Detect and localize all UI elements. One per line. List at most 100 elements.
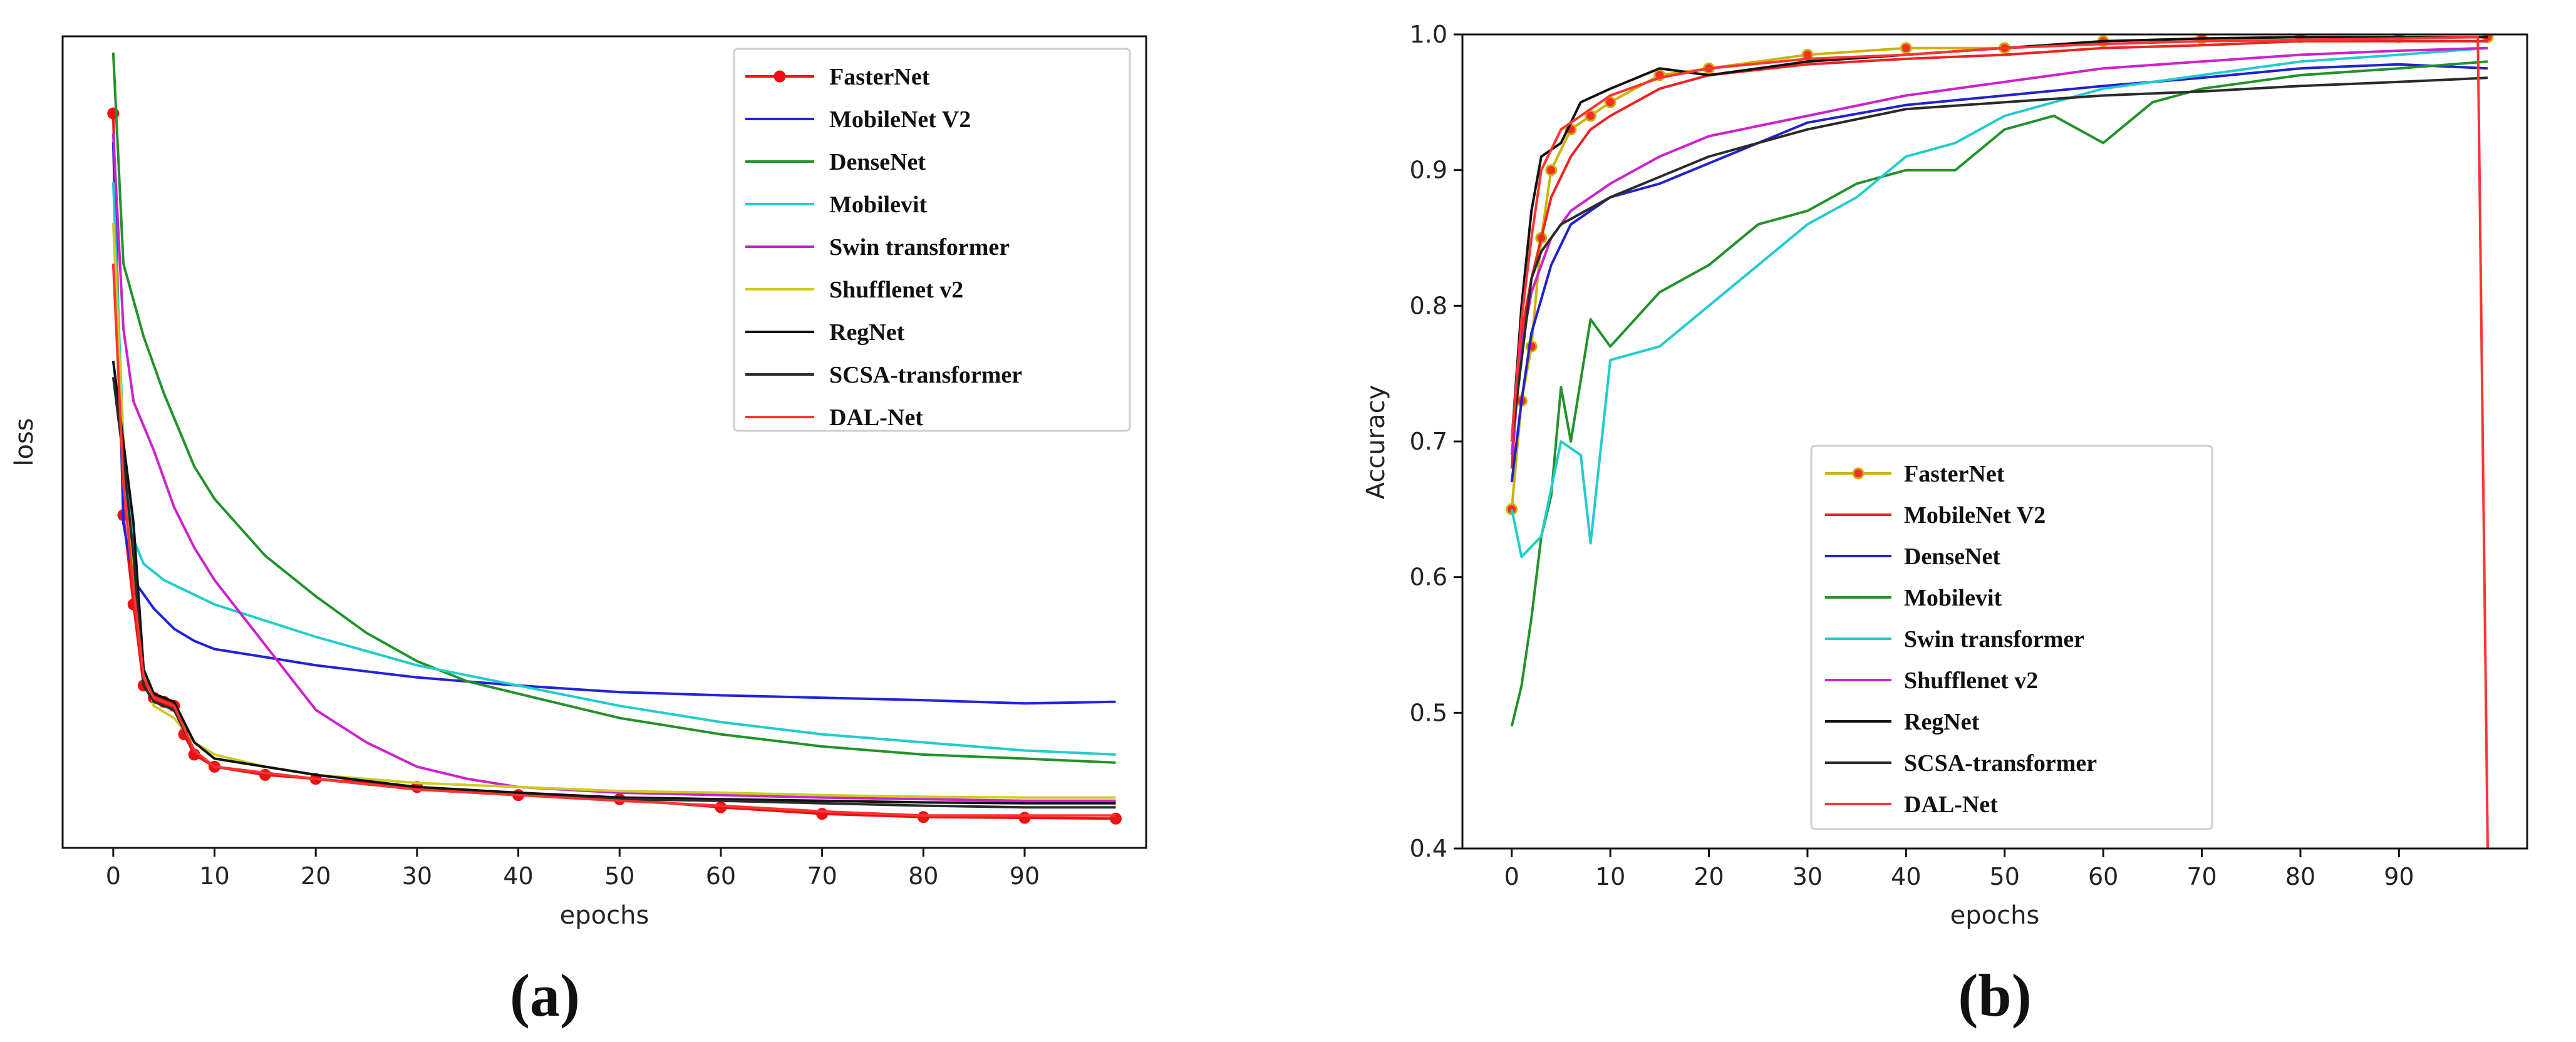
accuracy-x-tick-label: 30 [1792, 863, 1823, 890]
accuracy-x-tick-label: 60 [2088, 863, 2118, 890]
accuracy-series-shufflenet-v2 [1510, 46, 2488, 455]
loss-legend-label: SCSA-transformer [829, 362, 1022, 388]
accuracy-y-tick-label: 0.9 [1410, 157, 1447, 184]
accuracy-chart-x-axis-label: epochs [1950, 901, 2040, 930]
loss-series-line-swin-transformer [111, 133, 1116, 802]
accuracy-chart-y-ticks: 0.4 0.5 0.6 0.7 0.8 0.9 1.0 [1410, 21, 1462, 862]
accuracy-chart-y-axis-label: Accuracy [1362, 385, 1390, 500]
accuracy-chart-series-group [1506, 34, 2494, 849]
loss-chart-y-axis-label: loss [10, 418, 39, 466]
accuracy-legend-label: RegNet [1904, 709, 1980, 735]
panel-b-label: (b) [1958, 962, 2031, 1029]
accuracy-legend-label: Shufflenet v2 [1904, 668, 2038, 694]
accuracy-legend-entry-regnet: RegNet [1825, 709, 1980, 735]
loss-chart-x-axis-label: epochs [560, 901, 649, 930]
loss-legend-entry-densenet: DenseNet [745, 149, 926, 175]
loss-legend-label: Swin transformer [829, 234, 1010, 260]
loss-marker-fasternet [917, 811, 929, 823]
loss-x-tick-label: 10 [199, 862, 229, 890]
loss-x-tick-label: 0 [106, 862, 121, 890]
accuracy-legend-entry-mobilenet-v2: MobileNet V2 [1825, 502, 2046, 529]
accuracy-legend-entry-mobilevit: Mobilevit [1825, 585, 2002, 611]
loss-legend-label: DAL-Net [829, 405, 923, 431]
accuracy-marker-fasternet [1585, 110, 1597, 122]
accuracy-legend-entry-dal-net: DAL-Net [1825, 792, 1998, 818]
loss-series-densenet [111, 52, 1116, 764]
accuracy-series-line-shufflenet-v2 [1510, 46, 2488, 455]
panel-a-label: (a) [510, 962, 580, 1029]
accuracy-x-tick-label: 40 [1891, 863, 1921, 890]
loss-chart-legend: FasterNet MobileNet V2 DenseNet Mobilevit Sw… [733, 48, 1131, 432]
accuracy-legend-entry-fasternet: FasterNet [1825, 461, 2005, 487]
loss-legend-entry-regnet: RegNet [745, 319, 905, 346]
accuracy-legend-label: MobileNet V2 [1904, 502, 2046, 529]
accuracy-legend-entry-densenet: DenseNet [1825, 544, 2000, 570]
loss-x-tick-label: 50 [604, 862, 634, 890]
accuracy-x-tick-label: 70 [2186, 863, 2216, 890]
loss-legend-entry-shufflenet-v2: Shufflenet v2 [745, 277, 963, 303]
loss-legend-label: RegNet [829, 319, 905, 346]
accuracy-y-tick-label: 0.7 [1410, 428, 1447, 455]
accuracy-series-line-dal-net [1510, 36, 2489, 849]
accuracy-legend-entry-swin-transformer: Swin transformer [1825, 626, 2084, 653]
loss-chart-frame [61, 35, 1147, 849]
accuracy-legend-box [1810, 445, 2213, 830]
accuracy-chart-panel: 0 10 20 30 40 50 60 70 80 90 0.4 0.5 0.6 0.7 0.8 0.9 1.… [1362, 21, 2528, 1029]
accuracy-y-tick-label: 0.6 [1410, 564, 1447, 591]
loss-series-mobilenet-v2 [111, 142, 1116, 705]
accuracy-series-line-regnet [1510, 36, 2488, 442]
loss-x-tick-label: 70 [807, 862, 837, 890]
accuracy-y-tick-label: 0.4 [1410, 835, 1447, 862]
accuracy-x-tick-label: 90 [2384, 863, 2414, 890]
loss-legend-box [733, 48, 1131, 432]
loss-x-tick-label: 90 [1010, 862, 1040, 890]
loss-legend-entry-mobilevit: Mobilevit [745, 192, 928, 218]
loss-series-line-regnet [111, 361, 1116, 805]
loss-legend-entry-swin-transformer: Swin transformer [745, 234, 1010, 260]
accuracy-legend-entry-scsa-transformer: SCSA-transformer [1825, 750, 2097, 776]
accuracy-legend-label: Swin transformer [1904, 626, 2084, 653]
accuracy-series-line-scsa-transformer [1510, 76, 2488, 442]
loss-series-line-dal-net [111, 263, 1116, 817]
accuracy-marker-fasternet [1545, 164, 1558, 177]
accuracy-x-tick-label: 80 [2285, 863, 2315, 890]
accuracy-y-tick-label: 0.8 [1410, 292, 1447, 319]
accuracy-x-tick-label: 10 [1595, 863, 1625, 890]
loss-legend-label: Shufflenet v2 [829, 277, 963, 303]
accuracy-series-swin-transformer [1510, 46, 2488, 559]
loss-series-regnet [111, 361, 1116, 805]
accuracy-legend-label: DAL-Net [1904, 792, 1998, 818]
accuracy-series-dal-net [1510, 36, 2489, 849]
loss-series-dal-net [111, 263, 1116, 817]
loss-chart-x-ticks: 0 10 20 30 40 50 60 70 80 90 [106, 848, 1040, 890]
loss-series-line-mobilenet-v2 [111, 142, 1116, 705]
accuracy-series-line-swin-transformer [1510, 46, 2488, 559]
accuracy-marker-fasternet [1900, 42, 1912, 54]
accuracy-x-tick-label: 50 [1990, 863, 2020, 890]
accuracy-legend-label: FasterNet [1904, 461, 2005, 487]
loss-legend-entry-mobilenet-v2: MobileNet V2 [745, 106, 971, 133]
loss-legend-label: DenseNet [829, 149, 926, 175]
accuracy-marker-fasternet [1604, 96, 1616, 108]
accuracy-series-scsa-transformer [1510, 76, 2488, 442]
loss-legend-entry-fasternet: FasterNet [745, 64, 930, 90]
loss-x-tick-label: 80 [908, 862, 938, 890]
accuracy-legend-entry-shufflenet-v2: Shufflenet v2 [1825, 668, 2038, 694]
loss-chart-panel: 0 10 20 30 40 50 60 70 80 90 epochs loss FasterNe… [10, 35, 1147, 1029]
loss-x-tick-label: 40 [503, 862, 533, 890]
loss-series-line-mobilevit [111, 182, 1116, 756]
accuracy-chart-x-ticks: 0 10 20 30 40 50 60 70 80 90 [1504, 849, 2414, 890]
loss-series-mobilevit [111, 182, 1116, 756]
loss-x-tick-label: 20 [301, 862, 331, 890]
loss-legend-label: Mobilevit [829, 192, 928, 218]
accuracy-legend-label: Mobilevit [1904, 585, 2002, 611]
loss-legend-entry-dal-net: DAL-Net [745, 405, 923, 431]
accuracy-y-tick-label: 0.5 [1410, 699, 1447, 726]
accuracy-legend-label: SCSA-transformer [1904, 750, 2097, 776]
loss-legend-label: FasterNet [829, 64, 930, 90]
accuracy-legend-marker [1852, 467, 1865, 480]
accuracy-series-regnet [1510, 36, 2488, 442]
accuracy-legend-label: DenseNet [1904, 544, 2000, 570]
loss-series-line-densenet [111, 52, 1116, 764]
